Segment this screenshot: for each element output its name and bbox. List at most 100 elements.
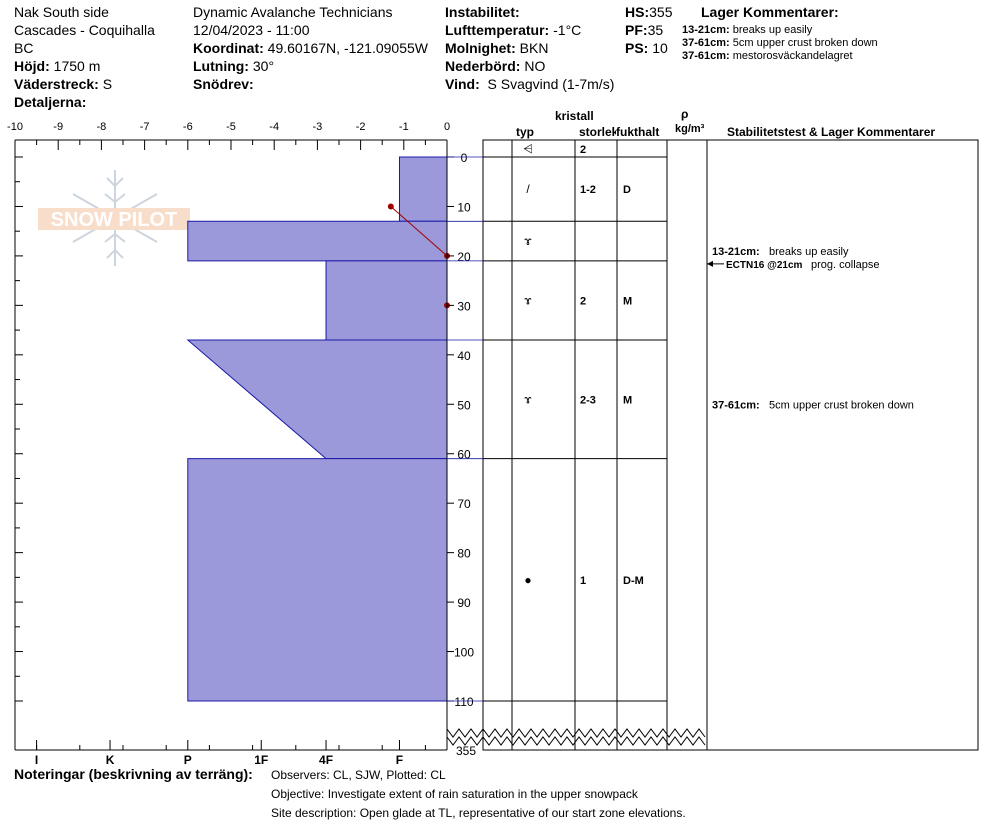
layer-grain-symbol-3: ɤ bbox=[524, 293, 532, 307]
layer-comment-2-range: 37-61cm: bbox=[682, 37, 730, 49]
details-label: Detaljerna: bbox=[14, 94, 87, 110]
hardness-tick-label: P bbox=[184, 753, 192, 767]
y-tick-label: 50 bbox=[457, 398, 471, 412]
notes-objective: Objective: Investigate extent of rain sa… bbox=[271, 787, 638, 801]
notes-site: Site description: Open glade at TL, repr… bbox=[271, 806, 686, 820]
layer-comment-1: 13-21cm: breaks up easily bbox=[682, 24, 812, 37]
x-tick-label: -2 bbox=[356, 121, 366, 133]
y-tick-label: 20 bbox=[457, 250, 471, 264]
x-tick-label: -3 bbox=[313, 121, 323, 133]
hardness-layer-1 bbox=[398, 156, 448, 222]
layer-moisture-4: M bbox=[623, 394, 632, 406]
stability-test-text-1: prog. collapse bbox=[811, 259, 880, 271]
hardness-profile bbox=[186, 156, 448, 702]
layer-moisture-3: M bbox=[623, 295, 632, 307]
layer-grain-symbol-2: ɤ bbox=[524, 234, 532, 248]
layer-grain-symbol-4: ɤ bbox=[524, 392, 532, 406]
datetime: 12/04/2023 - 11:00 bbox=[193, 22, 310, 38]
location: Nak South side bbox=[14, 4, 109, 20]
y-tick-label: 40 bbox=[457, 349, 471, 363]
chart-axes: -10 -9 -8 -7 -6 -5 -4 -3 -2 -1 0I K P 1F 4F F0102030405… bbox=[7, 121, 476, 767]
table-border bbox=[482, 139, 979, 751]
hs: HS:355 bbox=[625, 3, 672, 21]
stability-range-1: 13-21cm: bbox=[712, 246, 760, 258]
wind-value: S Svagvind (1-7m/s) bbox=[487, 76, 615, 92]
hardness-tick-label: F bbox=[396, 753, 403, 767]
hardness-layer-4 bbox=[186, 339, 448, 460]
temperature-point-1 bbox=[387, 203, 394, 210]
airtemp-label: Lufttemperatur: bbox=[445, 22, 550, 38]
elevation-value: 1750 m bbox=[53, 58, 101, 74]
layer-comment-2-text: 5cm upper crust broken down bbox=[732, 37, 878, 49]
x-tick-label: -10 bbox=[7, 121, 23, 133]
ps: PS: 10 bbox=[625, 39, 668, 57]
notes-label: Noteringar (beskrivning av terräng): bbox=[14, 766, 253, 782]
moisture-header: fukthalt bbox=[616, 125, 660, 139]
crystal-title: kristall bbox=[555, 109, 594, 123]
layer-grain-size-4: 2-3 bbox=[580, 394, 596, 406]
density-unit-header: kg/m³ bbox=[675, 123, 705, 135]
stability-range-2: 37-61cm: bbox=[712, 399, 760, 411]
pf-label: PF: bbox=[625, 22, 648, 38]
air-temperature: Lufttemperatur: -1°C bbox=[445, 21, 581, 39]
ps-label: PS: bbox=[625, 40, 649, 56]
x-tick-label: -1 bbox=[399, 121, 409, 133]
x-tick-label: -5 bbox=[226, 121, 236, 133]
surface-grain-size: 2 bbox=[580, 144, 586, 156]
slope-value: 30° bbox=[252, 58, 275, 74]
layer-table: ⩤ 2 / 1-2 Dɤ ɤ 2 Mɤ 2-3 M ● 1 D-M 13-21cm: breaks up e… bbox=[446, 139, 979, 751]
wind: Vind: S Svagvind (1-7m/s) bbox=[445, 75, 614, 93]
hs-label: HS: bbox=[625, 4, 650, 20]
y-tick-label: 100 bbox=[454, 646, 474, 660]
layer-grain-symbol-1: / bbox=[526, 182, 530, 196]
hs-bottom-label: 355 bbox=[456, 744, 476, 758]
drift: Snödrev: bbox=[193, 75, 254, 93]
precip-value: NO bbox=[524, 58, 546, 74]
surface-grain-symbol: ⩤ bbox=[523, 142, 533, 156]
aspect-value: S bbox=[102, 76, 113, 92]
layer-comment-3: 37-61cm: mestorosväckandelagret bbox=[682, 50, 853, 63]
hs-value: 355 bbox=[649, 4, 673, 20]
type-header: typ bbox=[516, 125, 534, 139]
y-tick-label: 90 bbox=[457, 596, 471, 610]
stability-arrow-head-1 bbox=[707, 260, 713, 267]
aspect: Väderstreck: S bbox=[14, 75, 112, 93]
slope-label: Lutning: bbox=[193, 58, 249, 74]
x-tick-label: -8 bbox=[97, 121, 107, 133]
y-tick-label: 80 bbox=[457, 547, 471, 561]
hardness-layer-5 bbox=[187, 458, 448, 702]
aspect-label: Väderstreck: bbox=[14, 76, 99, 92]
hardness-tick-label: I bbox=[35, 753, 38, 767]
sky: Molnighet: BKN bbox=[445, 39, 548, 57]
details: Detaljerna: bbox=[14, 93, 86, 111]
pf-value: 35 bbox=[647, 22, 664, 38]
y-tick-label: 0 bbox=[461, 151, 468, 165]
sky-value: BKN bbox=[519, 40, 549, 56]
instability: Instabilitet: bbox=[445, 3, 520, 21]
hardness-tick-label: K bbox=[106, 753, 115, 767]
break-zigzag-1 bbox=[446, 728, 706, 738]
stability-text-1: breaks up easily bbox=[769, 246, 849, 258]
hardness-layer-3 bbox=[325, 260, 448, 341]
layer-comment-2: 37-61cm: 5cm upper crust broken down bbox=[682, 37, 878, 50]
y-tick-label: 70 bbox=[457, 497, 471, 511]
hardness-tick-label: 4F bbox=[319, 753, 333, 767]
rho-header: ρ bbox=[681, 107, 689, 121]
hardness-tick-label: 1F bbox=[254, 753, 268, 767]
stability-text-2: 5cm upper crust broken down bbox=[769, 399, 914, 411]
x-tick-label: -4 bbox=[269, 121, 279, 133]
coord-label: Koordinat: bbox=[193, 40, 264, 56]
break-zigzag-2 bbox=[446, 736, 706, 746]
drift-label: Snödrev: bbox=[193, 76, 254, 92]
range: Cascades - Coquihalla bbox=[14, 22, 155, 38]
y-tick-label: 60 bbox=[457, 448, 471, 462]
layer-grain-size-3: 2 bbox=[580, 295, 586, 307]
x-tick-label: -6 bbox=[183, 121, 193, 133]
layer-grain-size-1: 1-2 bbox=[580, 184, 596, 196]
y-tick-label: 110 bbox=[454, 695, 473, 709]
x-tick-label: -9 bbox=[53, 121, 63, 133]
instability-label: Instabilitet: bbox=[445, 4, 520, 20]
watermark-text: SNOW PILOT bbox=[51, 209, 178, 231]
stability-header: Stabilitetstest & Lager Kommentarer bbox=[727, 125, 936, 139]
